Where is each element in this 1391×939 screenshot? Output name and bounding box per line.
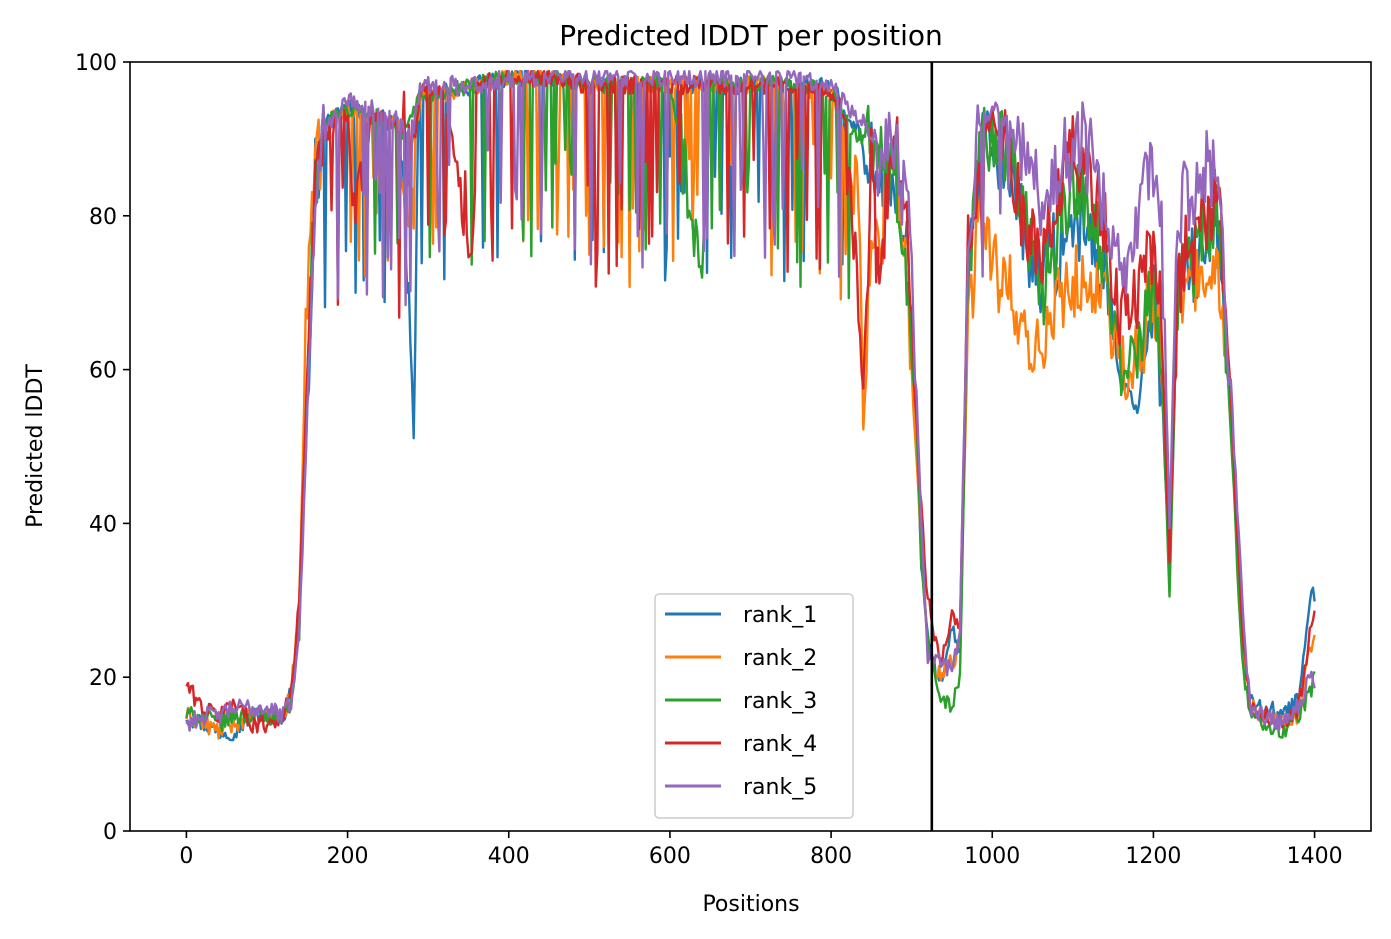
axes-frame xyxy=(129,61,1372,832)
x-tick-label: 1400 xyxy=(1287,844,1343,869)
legend: rank_1 rank_2 rank_3 rank_4 rank_5 xyxy=(654,593,854,819)
y-tick-label: 0 xyxy=(103,820,117,845)
series-line-rank_5 xyxy=(185,70,1316,732)
axes-layer: 0 200 400 600 800 1000 1200 1400 0 20 40 60 80 100 xyxy=(75,51,1372,869)
x-axis-title: Positions xyxy=(702,892,799,917)
legend-label-rank_4: rank_4 xyxy=(743,732,817,757)
x-tick-label: 1000 xyxy=(964,844,1020,869)
x-tick-label: 1200 xyxy=(1125,844,1181,869)
y-tick-label: 20 xyxy=(89,666,117,691)
legend-label-rank_2: rank_2 xyxy=(743,646,817,671)
x-tick-label: 400 xyxy=(488,844,530,869)
x-tick-label: 0 xyxy=(179,844,193,869)
x-tick-label: 800 xyxy=(810,844,852,869)
chart-title: Predicted lDDT per position xyxy=(559,19,943,52)
legend-label-rank_5: rank_5 xyxy=(743,775,817,800)
y-tick-label: 80 xyxy=(89,205,117,230)
y-tick-label: 60 xyxy=(89,359,117,384)
y-tick-label: 100 xyxy=(75,51,117,76)
legend-label-rank_3: rank_3 xyxy=(743,689,817,714)
y-axis-title: Predicted lDDT xyxy=(23,364,48,528)
x-tick-label: 200 xyxy=(327,844,369,869)
legend-label-rank_1: rank_1 xyxy=(743,603,817,628)
y-tick-label: 40 xyxy=(89,512,117,537)
series-line-rank_3 xyxy=(185,70,1316,739)
legend-box xyxy=(654,593,854,819)
x-tick-label: 600 xyxy=(649,844,691,869)
series-layer xyxy=(185,70,1316,742)
